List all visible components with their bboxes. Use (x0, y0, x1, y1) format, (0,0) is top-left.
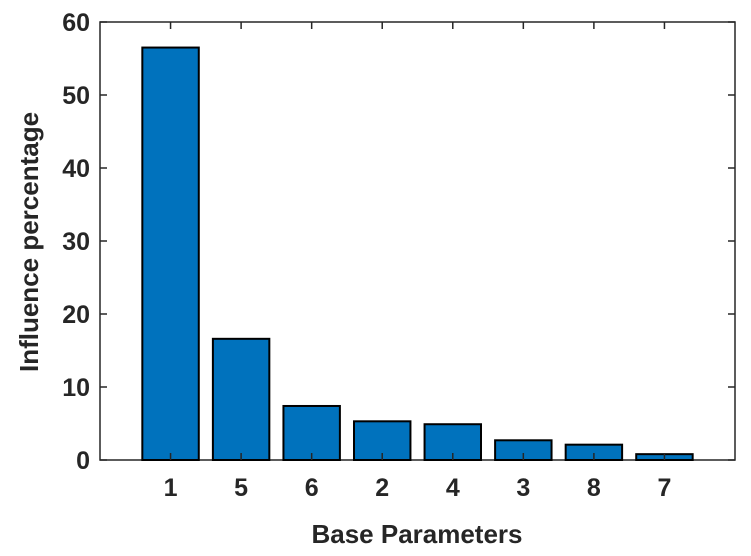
x-tick-label: 8 (587, 474, 601, 502)
y-tick-label: 10 (62, 374, 90, 402)
y-axis-ticks: 0 10 20 30 40 50 60 (62, 9, 735, 475)
y-tick-label: 30 (62, 228, 90, 256)
x-tick-label: 1 (164, 474, 178, 502)
y-tick-label: 60 (62, 9, 90, 37)
x-tick-label: 2 (375, 474, 389, 502)
y-tick-label: 50 (62, 82, 90, 110)
x-tick-label: 3 (516, 474, 530, 502)
bars-group (141, 46, 694, 462)
y-tick-label: 20 (62, 301, 90, 329)
y-tick-label: 40 (62, 155, 90, 183)
x-tick-label: 6 (305, 474, 319, 502)
y-tick-label: 0 (76, 447, 90, 475)
y-axis-label: Influence percentage (14, 112, 44, 372)
bar-6 (282, 404, 341, 462)
x-tick-label: 4 (446, 474, 460, 502)
x-tick-label: 7 (657, 474, 671, 502)
bar-1 (141, 46, 200, 462)
x-axis-ticks: 1 5 6 2 4 3 8 7 (164, 22, 671, 502)
x-tick-label: 5 (234, 474, 248, 502)
bar-5 (211, 337, 271, 462)
x-axis-label: Base Parameters (311, 519, 522, 549)
